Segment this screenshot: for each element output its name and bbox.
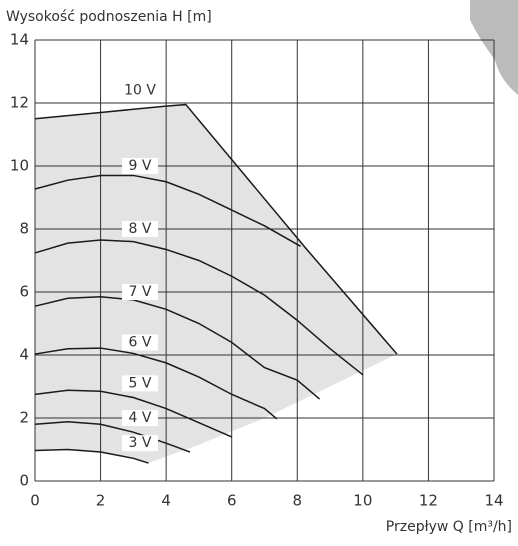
y-axis-label: Wysokość podnoszenia H [m] bbox=[6, 9, 212, 25]
curve-label: 6 V bbox=[129, 334, 152, 350]
x-tick-label: 0 bbox=[30, 492, 40, 510]
y-tick-label: 8 bbox=[19, 220, 29, 238]
y-tick-label: 2 bbox=[19, 409, 29, 427]
y-tick-label: 4 bbox=[19, 346, 29, 364]
y-tick-label: 14 bbox=[10, 31, 29, 49]
x-tick-label: 14 bbox=[484, 492, 503, 510]
x-tick-label: 12 bbox=[419, 492, 438, 510]
y-tick-label: 6 bbox=[19, 283, 29, 301]
operating-area bbox=[35, 105, 397, 463]
chart: Wysokość podnoszenia H [m] Przepływ Q [m… bbox=[0, 0, 518, 542]
x-tick-label: 8 bbox=[293, 492, 303, 510]
x-tick-label: 10 bbox=[353, 492, 372, 510]
curve-label: 3 V bbox=[129, 435, 152, 451]
x-tick-label: 4 bbox=[161, 492, 171, 510]
y-tick-label: 10 bbox=[10, 157, 29, 175]
curve-label: 8 V bbox=[129, 221, 152, 237]
y-tick-label: 0 bbox=[19, 472, 29, 490]
curve-label: 10 V bbox=[124, 82, 156, 98]
x-axis-label: Przepływ Q [m³/h] bbox=[386, 519, 512, 535]
curve-label: 9 V bbox=[129, 158, 152, 174]
curve-label: 4 V bbox=[129, 410, 152, 426]
x-tick-label: 6 bbox=[227, 492, 237, 510]
curve-label: 7 V bbox=[129, 284, 152, 300]
y-tick-label: 12 bbox=[10, 94, 29, 112]
curve-label: 5 V bbox=[129, 375, 152, 391]
x-tick-label: 2 bbox=[96, 492, 106, 510]
